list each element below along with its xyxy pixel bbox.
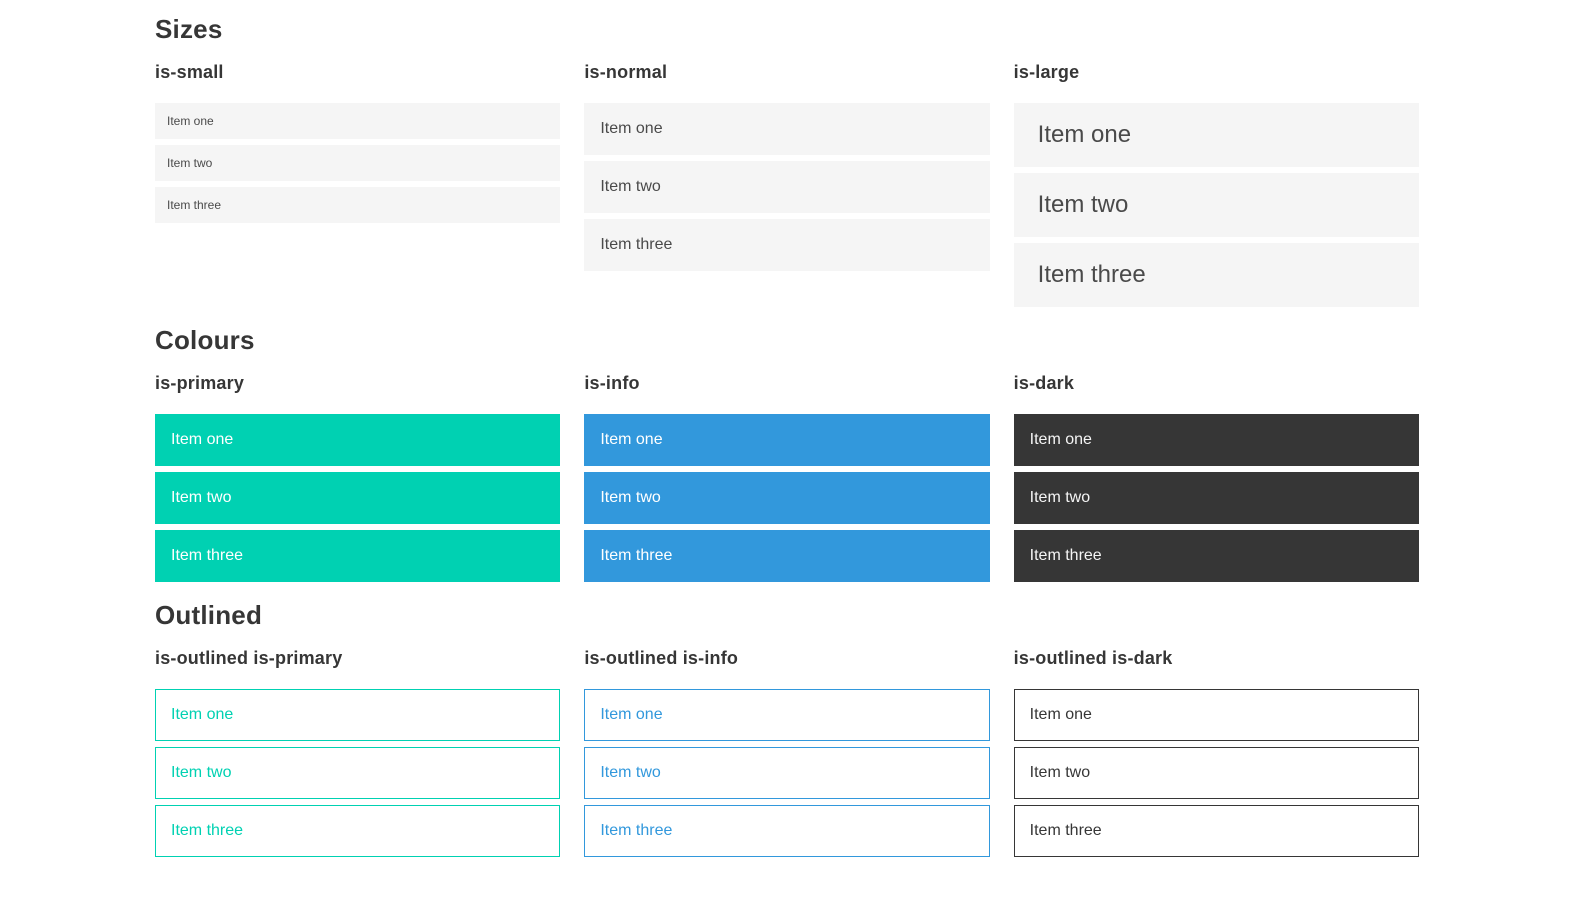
group-heading-is-dark: is-dark	[1013, 373, 1075, 393]
colours-columns: is-primary Item one Item two Item three …	[155, 372, 1419, 582]
list-item[interactable]: Item one	[1013, 414, 1419, 466]
list-item[interactable]: Item two	[1013, 747, 1419, 799]
list-is-primary: Item one Item two Item three	[155, 414, 561, 582]
list-item[interactable]: Item three	[584, 219, 990, 271]
list-is-small: Item one Item two Item three	[155, 103, 561, 223]
list-is-outlined-is-dark: Item one Item two Item three	[1013, 689, 1419, 857]
group-heading-is-info: is-info	[584, 373, 640, 393]
list-item[interactable]: Item two	[1013, 472, 1419, 524]
column-is-normal: is-normal Item one Item two Item three	[584, 61, 990, 307]
section-outlined: Outlined is-outlined is-primary Item one…	[155, 600, 1419, 857]
group-heading-is-primary: is-primary	[155, 373, 245, 393]
list-is-info: Item one Item two Item three	[584, 414, 990, 582]
list-item[interactable]: Item three	[1013, 530, 1419, 582]
column-is-outlined-is-info: is-outlined is-info Item one Item two It…	[584, 647, 990, 857]
list-is-large: Item one Item two Item three	[1013, 103, 1419, 307]
list-item[interactable]: Item two	[584, 472, 990, 524]
list-item[interactable]: Item three	[1013, 805, 1419, 857]
group-heading-is-normal: is-normal	[584, 62, 668, 82]
list-item[interactable]: Item two	[1013, 173, 1419, 237]
column-is-primary: is-primary Item one Item two Item three	[155, 372, 561, 582]
list-item[interactable]: Item three	[155, 187, 561, 223]
list-item[interactable]: Item two	[584, 747, 990, 799]
list-item[interactable]: Item two	[155, 472, 561, 524]
list-item[interactable]: Item one	[584, 103, 990, 155]
section-sizes: Sizes is-small Item one Item two Item th…	[155, 14, 1419, 307]
group-heading-is-outlined-is-info: is-outlined is-info	[584, 648, 739, 668]
section-title-colours: Colours	[155, 325, 255, 355]
column-is-dark: is-dark Item one Item two Item three	[1013, 372, 1419, 582]
section-colours: Colours is-primary Item one Item two Ite…	[155, 325, 1419, 582]
group-heading-is-outlined-is-dark: is-outlined is-dark	[1013, 648, 1173, 668]
list-is-normal: Item one Item two Item three	[584, 103, 990, 271]
list-item[interactable]: Item one	[584, 414, 990, 466]
list-item[interactable]: Item one	[1013, 689, 1419, 741]
list-item[interactable]: Item one	[584, 689, 990, 741]
group-heading-is-outlined-is-primary: is-outlined is-primary	[155, 648, 343, 668]
list-item[interactable]: Item one	[155, 103, 561, 139]
sizes-columns: is-small Item one Item two Item three is…	[155, 61, 1419, 307]
component-demo-page: Sizes is-small Item one Item two Item th…	[155, 0, 1419, 889]
list-is-dark: Item one Item two Item three	[1013, 414, 1419, 582]
list-item[interactable]: Item three	[155, 530, 561, 582]
list-is-outlined-is-info: Item one Item two Item three	[584, 689, 990, 857]
list-item[interactable]: Item three	[1013, 243, 1419, 307]
list-item[interactable]: Item two	[155, 747, 561, 799]
list-item[interactable]: Item three	[584, 530, 990, 582]
list-item[interactable]: Item three	[155, 805, 561, 857]
outlined-columns: is-outlined is-primary Item one Item two…	[155, 647, 1419, 857]
section-title-outlined: Outlined	[155, 600, 263, 630]
list-item[interactable]: Item one	[155, 414, 561, 466]
list-is-outlined-is-primary: Item one Item two Item three	[155, 689, 561, 857]
column-is-small: is-small Item one Item two Item three	[155, 61, 561, 307]
group-heading-is-large: is-large	[1013, 62, 1080, 82]
list-item[interactable]: Item two	[584, 161, 990, 213]
column-is-outlined-is-primary: is-outlined is-primary Item one Item two…	[155, 647, 561, 857]
list-item[interactable]: Item two	[155, 145, 561, 181]
list-item[interactable]: Item three	[584, 805, 990, 857]
list-item[interactable]: Item one	[1013, 103, 1419, 167]
list-item[interactable]: Item one	[155, 689, 561, 741]
column-is-info: is-info Item one Item two Item three	[584, 372, 990, 582]
group-heading-is-small: is-small	[155, 62, 224, 82]
column-is-outlined-is-dark: is-outlined is-dark Item one Item two It…	[1013, 647, 1419, 857]
column-is-large: is-large Item one Item two Item three	[1013, 61, 1419, 307]
section-title-sizes: Sizes	[155, 14, 223, 44]
